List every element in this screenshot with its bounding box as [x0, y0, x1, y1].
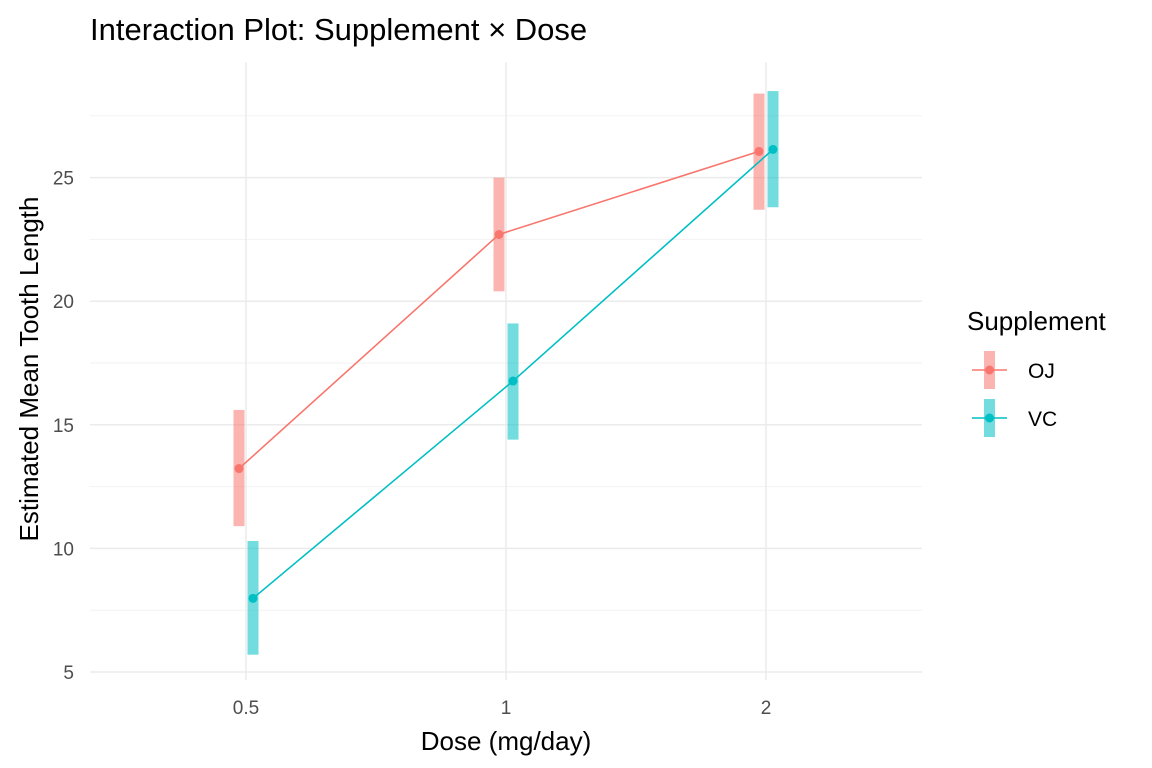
- series-points: [234, 144, 778, 603]
- x-tick-label: 1: [501, 698, 512, 719]
- data-point-vc: [508, 376, 518, 386]
- x-tick-label: 2: [761, 698, 772, 719]
- y-axis-title: Estimated Mean Tooth Length: [14, 197, 44, 542]
- y-tick-label: 5: [63, 663, 74, 684]
- y-axis-ticks: 5 10 15 20 25: [53, 169, 74, 684]
- data-point-oj: [494, 229, 504, 239]
- data-point-vc: [248, 593, 258, 603]
- x-axis-ticks: 0.5 1 2: [233, 698, 772, 719]
- y-tick-label: 10: [53, 539, 74, 560]
- legend-label-oj: OJ: [1028, 360, 1055, 383]
- data-point-oj: [234, 464, 244, 474]
- data-point-vc: [768, 144, 778, 154]
- legend-title: Supplement: [967, 306, 1107, 336]
- data-point-oj: [754, 146, 764, 156]
- x-tick-label: 0.5: [233, 698, 259, 719]
- legend-key-vc: [972, 399, 1007, 437]
- legend-key-point: [985, 365, 994, 375]
- y-tick-label: 15: [53, 416, 74, 437]
- legend: Supplement OJ VC: [967, 306, 1107, 437]
- legend-key-point: [985, 413, 994, 423]
- legend-label-vc: VC: [1028, 408, 1057, 431]
- grid-lines: [90, 62, 922, 680]
- legend-key-oj: [972, 351, 1007, 389]
- y-tick-label: 25: [53, 169, 74, 190]
- chart-title: Interaction Plot: Supplement × Dose: [90, 12, 587, 47]
- x-axis-title: Dose (mg/day): [421, 726, 592, 756]
- y-tick-label: 20: [53, 292, 74, 313]
